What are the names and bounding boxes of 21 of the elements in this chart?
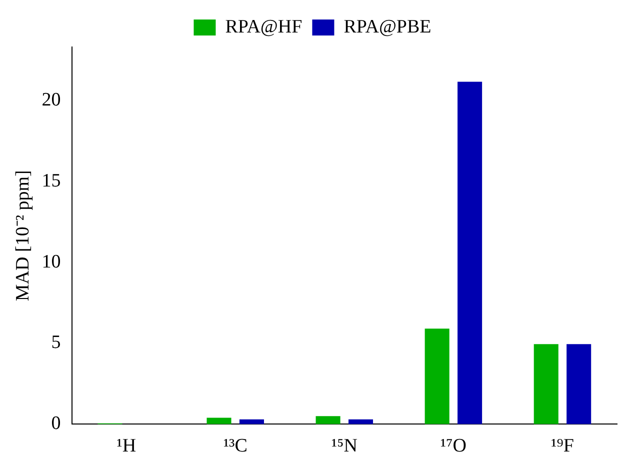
x-tick-label: ¹⁹F [551,436,574,457]
bar [348,419,374,424]
x-tick-label: ¹⁷O [440,436,466,457]
legend-label: RPA@HF [225,16,302,38]
bar [424,328,450,424]
bar [566,344,592,424]
y-tick-label: 20 [42,89,61,110]
bar [206,418,232,424]
legend-label: RPA@PBE [344,16,432,38]
y-axis-title: MAD [10⁻² ppm] [12,170,34,302]
x-tick-label: ¹³C [223,436,248,457]
bar [316,416,340,424]
bar [534,344,558,424]
y-tick-label: 5 [51,332,61,354]
y-tick-label: 0 [51,413,61,434]
x-tick-label: ¹H [116,436,136,457]
y-tick-label: 10 [42,251,61,272]
x-tick-label: ¹⁵N [331,436,358,457]
y-tick-label: 15 [42,170,61,192]
bar [458,82,482,424]
bar [239,419,264,424]
